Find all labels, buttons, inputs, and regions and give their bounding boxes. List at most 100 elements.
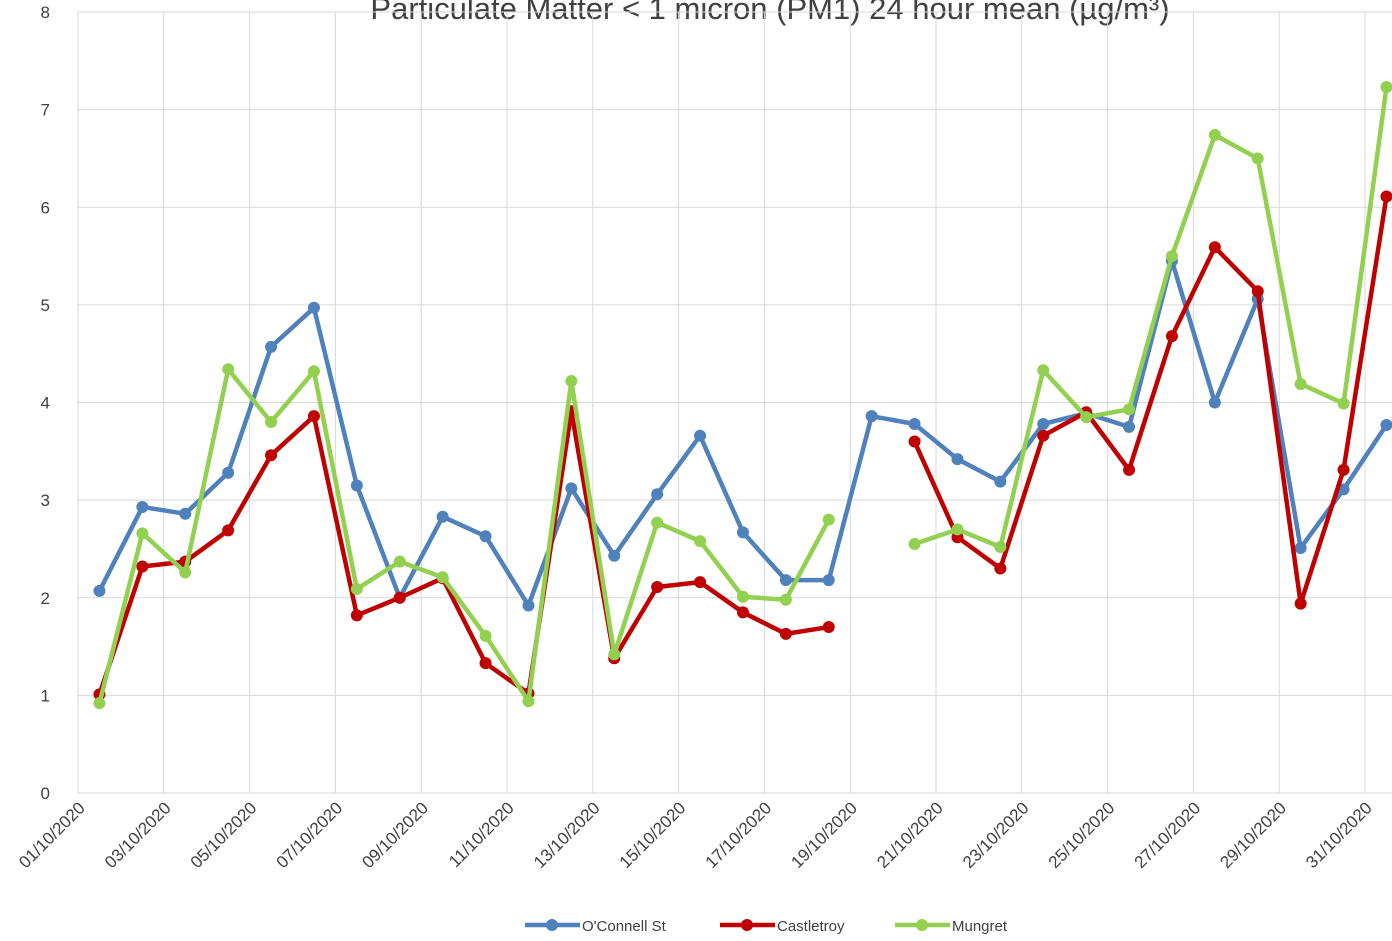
legend-marker [916,919,928,931]
data-point [436,571,449,584]
chart-title: Particulate Matter < 1 micron (PM1) 24 h… [370,0,1169,26]
legend-marker [546,919,558,931]
data-point [994,475,1007,488]
x-tick-label: 27/10/2020 [1131,798,1205,872]
data-point [608,648,621,661]
data-point [265,340,278,353]
legend-item: Castletroy [720,918,845,935]
data-point [393,591,406,604]
data-point [265,449,278,462]
legend-marker [741,919,753,931]
data-point [307,301,320,314]
data-point [136,527,149,540]
data-point [1380,190,1392,203]
data-point [822,574,835,587]
x-tick-label: 11/10/2020 [445,798,518,871]
data-point [93,584,106,597]
y-tick-label: 8 [41,3,50,22]
data-point [651,581,664,594]
data-point [1080,411,1093,424]
data-point [1294,597,1307,610]
data-point [1123,463,1136,476]
y-tick-label: 6 [41,198,50,217]
data-point [694,429,707,442]
data-point [694,535,707,548]
y-tick-label: 2 [41,589,50,608]
y-tick-label: 7 [41,101,50,120]
data-point [908,417,921,430]
x-tick-label: 29/10/2020 [1216,798,1290,872]
data-point [779,627,792,640]
data-point [222,466,235,479]
legend-label: Mungret [952,918,1008,935]
data-point [1337,397,1350,410]
data-point [1251,152,1264,165]
data-point [908,538,921,551]
data-point [908,435,921,448]
data-point [651,488,664,501]
data-point [1037,417,1050,430]
data-point [736,590,749,603]
data-point [265,416,278,429]
data-point [651,516,664,529]
data-point [479,629,492,642]
data-point [822,513,835,526]
data-point [994,540,1007,553]
x-tick-label: 25/10/2020 [1045,798,1119,872]
data-point [736,526,749,539]
data-point [1123,420,1136,433]
legend-item: O'Connell St [525,918,667,935]
data-point [1037,429,1050,442]
data-point [222,524,235,537]
x-tick-label: 19/10/2020 [787,798,861,872]
data-point [479,530,492,543]
data-point [1165,330,1178,343]
x-tick-label: 09/10/2020 [358,798,432,872]
data-point [565,375,578,388]
y-tick-label: 3 [41,491,50,510]
x-tick-label: 03/10/2020 [101,798,175,872]
x-tick-label: 15/10/2020 [616,798,690,872]
data-point [1123,403,1136,416]
data-point [179,507,192,520]
x-tick-label: 17/10/2020 [702,798,776,872]
data-point [393,555,406,568]
data-point [865,410,878,423]
data-point [779,574,792,587]
x-tick-label: 31/10/2020 [1302,798,1376,872]
x-tick-label: 01/10/2020 [15,798,89,872]
legend-item: Mungret [895,918,1008,935]
x-tick-label: 23/10/2020 [959,798,1033,872]
data-point [694,576,707,589]
data-point [222,363,235,376]
y-tick-label: 4 [41,394,50,413]
data-point [994,562,1007,575]
data-point [736,606,749,619]
data-point [822,621,835,634]
data-point [1208,129,1221,142]
data-point [1208,396,1221,409]
data-point [1294,541,1307,554]
data-point [1380,418,1392,431]
data-point [136,560,149,573]
data-point [1165,250,1178,263]
data-point [179,566,192,579]
series-line [97,86,1389,704]
data-point [951,453,964,466]
series-line [97,196,1389,696]
data-point [350,479,363,492]
x-tick-label: 13/10/2020 [530,798,604,872]
data-point [1208,241,1221,254]
data-point [779,593,792,606]
data-point [350,582,363,595]
data-point [307,410,320,423]
data-point [522,599,535,612]
data-point [1251,285,1264,298]
data-point [436,510,449,523]
data-point [1337,463,1350,476]
data-point [1037,364,1050,377]
y-tick-label: 5 [41,296,50,315]
data-point [479,657,492,670]
x-tick-label: 07/10/2020 [273,798,347,872]
